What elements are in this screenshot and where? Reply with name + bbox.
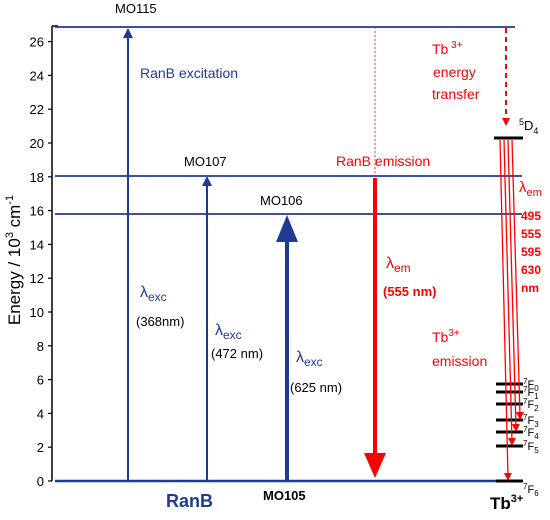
ranb-emission-label: RanB emission <box>336 153 430 169</box>
tb-wavelength-value: 555 <box>521 227 541 241</box>
y-tick-label: 6 <box>37 373 44 388</box>
tb-emission-line <box>503 139 516 446</box>
y-tick-label: 22 <box>30 102 44 117</box>
y-tick-label: 16 <box>30 204 44 219</box>
exc-3-wavelength: (625 nm) <box>290 380 342 395</box>
tb-emission-line <box>507 139 520 432</box>
y-tick-label: 24 <box>30 68 44 83</box>
y-tick-label: 10 <box>30 305 44 320</box>
y-tick-label: 4 <box>37 406 44 421</box>
tb-transfer-line2: energy <box>433 64 476 80</box>
tb-f-level-label: 7F0 <box>523 377 539 393</box>
y-tick-label: 20 <box>30 136 44 151</box>
lambda-exc-2: λexc <box>215 322 242 342</box>
tb-emission-line <box>511 139 524 420</box>
excitation-arrow-625-head <box>276 215 298 242</box>
y-tick-label: 0 <box>37 474 44 489</box>
tb-emission-line1: Tb3+ <box>432 328 460 345</box>
tb-f-level-label: 7F1 <box>523 385 539 401</box>
exc-2-wavelength: (472 nm) <box>211 346 263 361</box>
tb-f-level-label: 7F3 <box>523 413 539 429</box>
tb-transfer-line1: Tb 3+ <box>432 40 463 57</box>
tb-wavelength-value: 630 <box>521 263 541 277</box>
y-tick-label: 26 <box>30 35 44 50</box>
ranb-label: RanB <box>166 491 213 511</box>
mo107-label: MO107 <box>184 154 227 169</box>
lambda-exc-1: λexc <box>140 284 167 304</box>
tb-f-level-label: 7F6 <box>523 482 539 498</box>
mo105-label: MO105 <box>263 488 306 503</box>
ranb-excitation-label: RanB excitation <box>140 65 238 81</box>
y-tick-label: 12 <box>30 271 44 286</box>
y-tick-label: 14 <box>30 237 44 252</box>
tb-wavelength-value: 595 <box>521 245 541 259</box>
tb-wavelength-value: 495 <box>521 209 541 223</box>
tb-lambda-em: λem <box>519 179 542 199</box>
em-wavelength: (555 nm) <box>383 284 436 299</box>
tb-wavelength-list: 495 555 595 630 nm <box>521 209 541 295</box>
tb-ion-label: Tb3+ <box>490 493 523 513</box>
tb-f-level-label: 7F5 <box>523 439 539 455</box>
emission-arrow-head <box>364 453 386 478</box>
mo115-label: MO115 <box>115 1 157 16</box>
y-tick-label: 2 <box>37 440 44 455</box>
y-tick-label: 18 <box>30 170 44 185</box>
tb-wavelength-value: nm <box>521 281 539 295</box>
tb-f-level-label: 7F4 <box>523 425 539 441</box>
y-tick-label: 8 <box>37 339 44 354</box>
exc-1-wavelength: (368nm) <box>136 314 184 329</box>
tb-transfer-line3: transfer <box>432 86 480 102</box>
tb-emission-arrows <box>499 139 524 481</box>
y-axis-label: Energy / 103 cm-1 <box>4 195 24 325</box>
mo106-label: MO106 <box>260 193 303 208</box>
lambda-exc-3: λexc <box>296 349 323 369</box>
lambda-em: λem <box>386 255 411 275</box>
tb-emission-line <box>499 139 512 481</box>
tb-d4-label: 5D4 <box>519 117 538 136</box>
tb-emission-line2: emission <box>432 353 487 369</box>
tb-f-level-label: 7F2 <box>523 397 539 413</box>
